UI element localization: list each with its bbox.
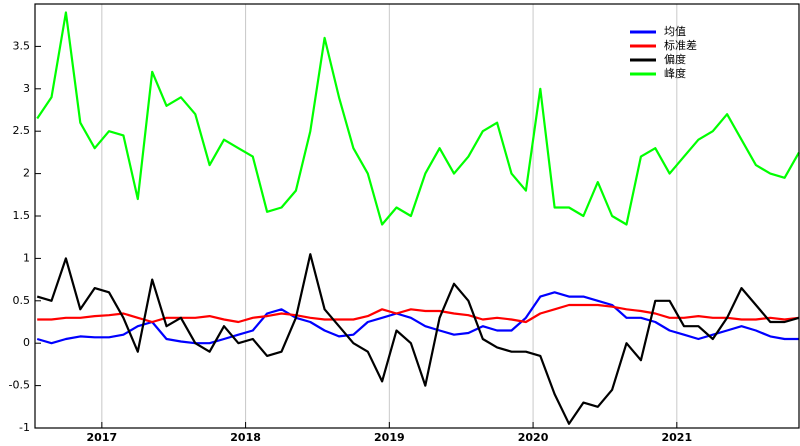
y-tick-label: 1.5	[13, 209, 31, 222]
series-line	[37, 303, 800, 324]
y-tick-label: 2	[23, 167, 30, 180]
legend-label: 峰度	[664, 66, 686, 80]
plot-frame	[34, 3, 800, 429]
series-line	[36, 253, 800, 425]
y-tick-label: 0.5	[13, 294, 31, 307]
y-tick-label: 2.5	[13, 124, 31, 137]
legend-label: 偏度	[664, 52, 686, 66]
y-tick-label: 0	[23, 336, 30, 349]
y-tick-label: 3.5	[13, 39, 31, 52]
y-tick-label: 1	[23, 251, 30, 264]
series-line	[36, 11, 800, 226]
x-tick-label: 2021	[662, 431, 693, 444]
x-tick-label: 2020	[518, 431, 549, 444]
x-tick-label: 2019	[374, 431, 405, 444]
y-tick-label: 3	[23, 82, 30, 95]
legend-label: 均值	[664, 25, 686, 38]
series-line	[36, 291, 799, 345]
x-tick-label: 2017	[87, 431, 118, 444]
legend-label: 标准差	[664, 38, 697, 52]
x-tick-label: 2018	[230, 431, 261, 444]
y-tick-label: -1	[19, 421, 30, 434]
y-tick-label: -0.5	[9, 379, 30, 392]
